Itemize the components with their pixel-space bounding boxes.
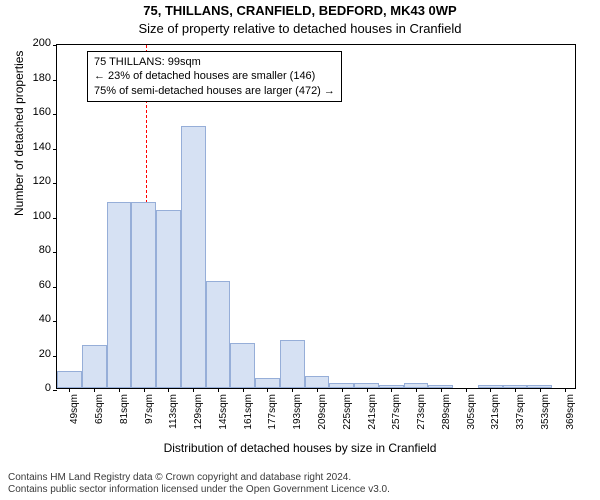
- y-tick-mark: [53, 252, 57, 253]
- y-tick-label: 180: [33, 72, 51, 84]
- x-tick-mark: [367, 388, 368, 392]
- y-tick-label: 200: [33, 37, 51, 49]
- x-tick-mark: [144, 388, 145, 392]
- page-root: 75, THILLANS, CRANFIELD, BEDFORD, MK43 0…: [0, 0, 600, 500]
- x-tick-label: 97sqm: [144, 394, 155, 424]
- histogram-bar: [478, 385, 503, 388]
- x-tick-label: 257sqm: [391, 394, 402, 430]
- x-tick-label: 321sqm: [490, 394, 501, 430]
- x-tick-mark: [441, 388, 442, 392]
- histogram-bar: [354, 383, 379, 388]
- y-tick-label: 120: [33, 175, 51, 187]
- y-tick-mark: [53, 45, 57, 46]
- histogram-bar: [82, 345, 107, 388]
- y-tick-mark: [53, 321, 57, 322]
- chart-subtitle: Size of property relative to detached ho…: [0, 21, 600, 36]
- x-tick-label: 289sqm: [441, 394, 452, 430]
- histogram-bar: [57, 371, 82, 388]
- x-tick-label: 369sqm: [565, 394, 576, 430]
- histogram-bar: [107, 202, 132, 388]
- histogram-bar: [181, 126, 206, 388]
- x-tick-mark: [267, 388, 268, 392]
- x-tick-mark: [416, 388, 417, 392]
- y-tick-label: 160: [33, 106, 51, 118]
- histogram-bar: [428, 385, 453, 388]
- x-tick-label: 337sqm: [515, 394, 526, 430]
- y-tick-mark: [53, 183, 57, 184]
- x-tick-mark: [565, 388, 566, 392]
- x-tick-mark: [94, 388, 95, 392]
- x-tick-mark: [515, 388, 516, 392]
- histogram-bar: [329, 383, 354, 388]
- histogram-bar: [280, 340, 305, 388]
- plot-area: 02040608010012014016018020049sqm65sqm81s…: [56, 44, 576, 389]
- x-tick-mark: [243, 388, 244, 392]
- x-tick-label: 273sqm: [416, 394, 427, 430]
- callout-line-1: 75 THILLANS: 99sqm: [94, 55, 335, 69]
- x-tick-mark: [119, 388, 120, 392]
- histogram-bar: [131, 202, 156, 388]
- x-tick-label: 241sqm: [367, 394, 378, 430]
- footer-attribution: Contains HM Land Registry data © Crown c…: [8, 472, 390, 496]
- x-tick-mark: [317, 388, 318, 392]
- x-tick-label: 113sqm: [168, 394, 179, 429]
- footer-line-1: Contains HM Land Registry data © Crown c…: [8, 472, 390, 484]
- x-tick-mark: [193, 388, 194, 392]
- histogram-bar: [305, 376, 330, 388]
- x-tick-label: 193sqm: [292, 394, 303, 430]
- x-tick-mark: [540, 388, 541, 392]
- histogram-bar: [156, 210, 181, 388]
- x-tick-mark: [466, 388, 467, 392]
- y-tick-label: 40: [39, 313, 51, 325]
- x-tick-label: 161sqm: [243, 394, 254, 430]
- x-tick-mark: [69, 388, 70, 392]
- histogram-bar: [404, 383, 429, 388]
- y-tick-label: 20: [39, 348, 51, 360]
- x-tick-label: 81sqm: [119, 394, 130, 424]
- x-tick-label: 65sqm: [94, 394, 105, 424]
- x-tick-mark: [490, 388, 491, 392]
- x-tick-label: 177sqm: [267, 394, 278, 430]
- y-tick-label: 140: [33, 141, 51, 153]
- y-tick-mark: [53, 114, 57, 115]
- y-tick-mark: [53, 390, 57, 391]
- callout-box: 75 THILLANS: 99sqm ← 23% of detached hou…: [87, 51, 342, 102]
- x-tick-label: 353sqm: [540, 394, 551, 430]
- y-tick-mark: [53, 356, 57, 357]
- x-tick-label: 209sqm: [317, 394, 328, 430]
- footer-line-2: Contains public sector information licen…: [8, 484, 390, 496]
- x-axis-label: Distribution of detached houses by size …: [0, 441, 600, 455]
- y-tick-mark: [53, 80, 57, 81]
- x-tick-label: 225sqm: [342, 394, 353, 430]
- y-tick-label: 100: [33, 210, 51, 222]
- histogram-bar: [255, 378, 280, 388]
- callout-line-2: ← 23% of detached houses are smaller (14…: [94, 69, 335, 83]
- y-tick-label: 60: [39, 279, 51, 291]
- histogram-bar: [503, 385, 528, 388]
- y-tick-label: 0: [45, 382, 51, 394]
- x-tick-mark: [391, 388, 392, 392]
- y-tick-label: 80: [39, 244, 51, 256]
- x-tick-label: 129sqm: [193, 394, 204, 430]
- y-axis-label: Number of detached properties: [12, 51, 26, 216]
- histogram-bar: [230, 343, 255, 388]
- x-tick-label: 305sqm: [466, 394, 477, 430]
- histogram-bar: [379, 385, 404, 388]
- x-tick-mark: [218, 388, 219, 392]
- histogram-bar: [206, 281, 231, 388]
- x-tick-mark: [342, 388, 343, 392]
- histogram-bar: [527, 385, 552, 388]
- y-tick-mark: [53, 149, 57, 150]
- y-tick-mark: [53, 287, 57, 288]
- y-tick-mark: [53, 218, 57, 219]
- address-title: 75, THILLANS, CRANFIELD, BEDFORD, MK43 0…: [0, 3, 600, 18]
- x-tick-label: 145sqm: [218, 394, 229, 430]
- x-tick-mark: [168, 388, 169, 392]
- x-tick-label: 49sqm: [69, 394, 80, 424]
- plot-outer: 02040608010012014016018020049sqm65sqm81s…: [56, 44, 576, 389]
- x-tick-mark: [292, 388, 293, 392]
- callout-line-3: 75% of semi-detached houses are larger (…: [94, 84, 335, 98]
